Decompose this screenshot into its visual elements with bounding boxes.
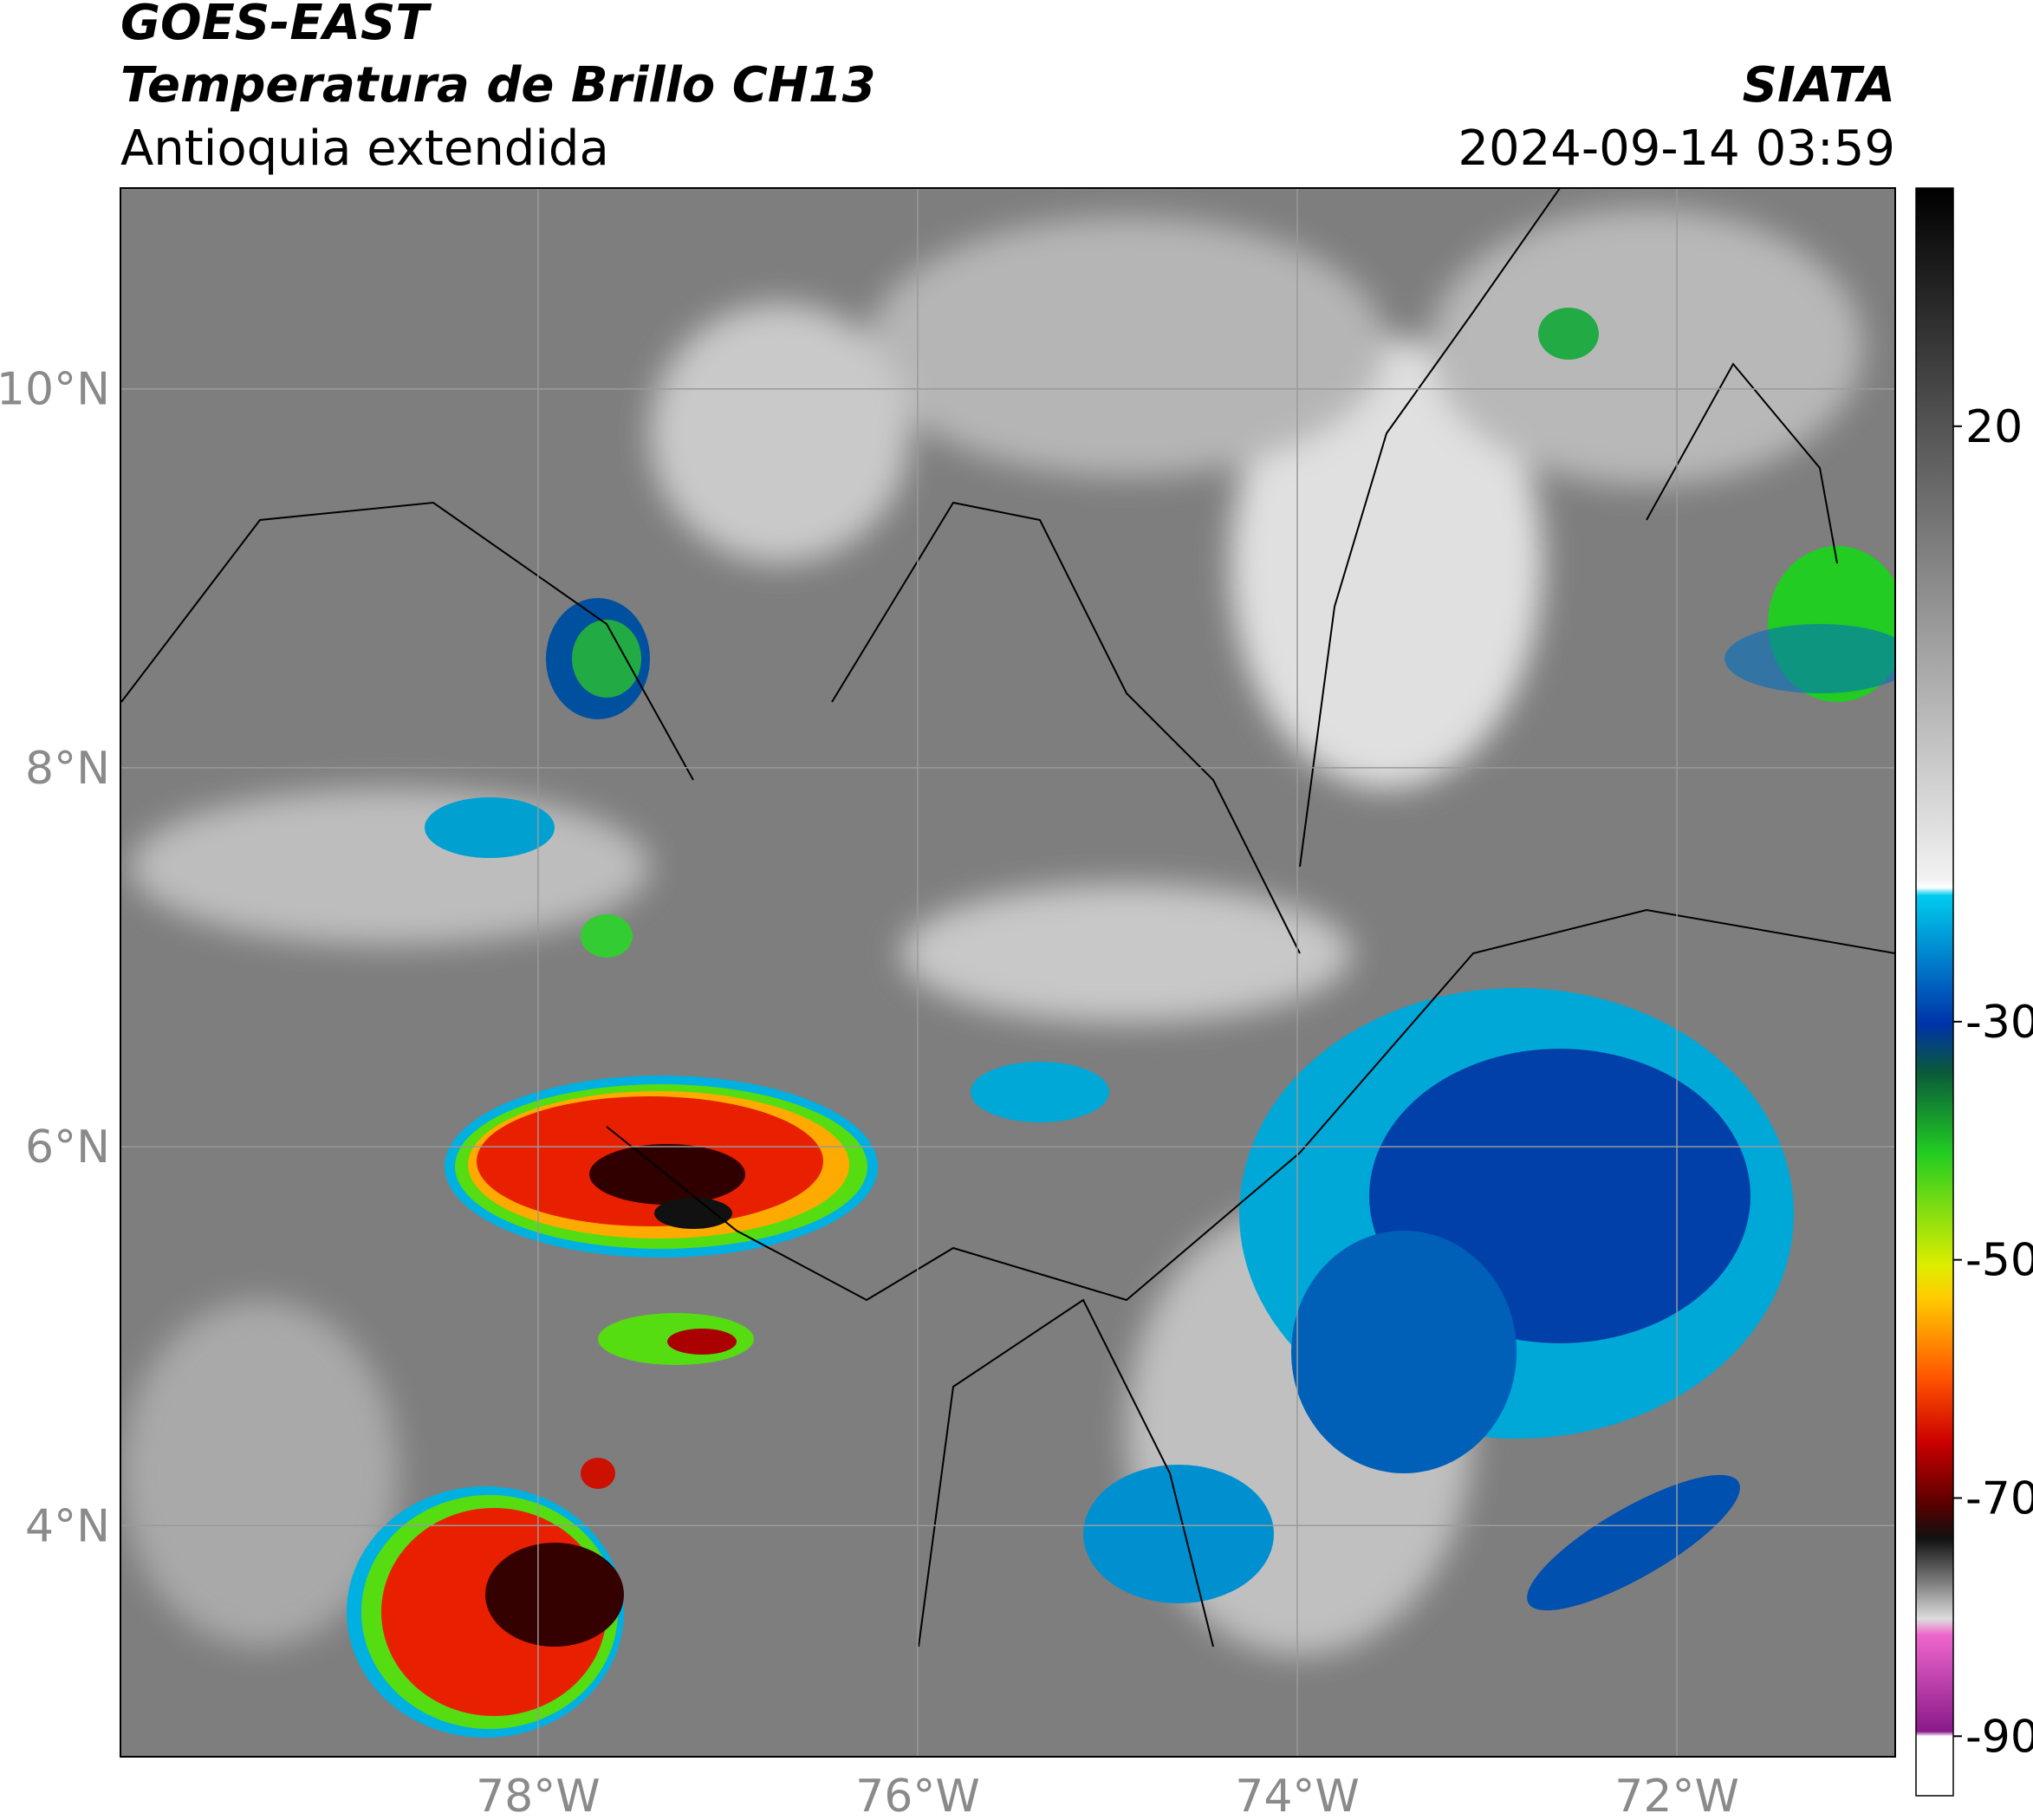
gridlines	[120, 188, 1895, 1757]
colorbar	[1915, 187, 1954, 1797]
subtitle: Temperatura de Brillo CH13	[120, 57, 876, 114]
map-frame	[120, 187, 1896, 1758]
colorbar-tick-label: 20	[1965, 401, 2023, 453]
title: GOES-EAST	[120, 0, 432, 51]
y-tick-label: 4°N	[25, 1500, 110, 1552]
colorbar-tick-label: -70	[1965, 1472, 2033, 1524]
source: SIATA	[1743, 57, 1895, 114]
colorbar-tick-label: -30	[1965, 997, 2033, 1049]
cloud-texture	[121, 208, 1863, 1655]
colorbar-tick-label: -50	[1965, 1235, 2033, 1287]
satellite-image	[120, 188, 1895, 1757]
y-tick-label: 10°N	[0, 364, 110, 416]
borders	[120, 188, 1895, 1648]
region: Antioquia extendida	[120, 120, 609, 177]
x-tick-label: 74°W	[1235, 1771, 1360, 1820]
x-tick-label: 72°W	[1614, 1771, 1739, 1820]
x-tick-label: 76°W	[855, 1771, 980, 1820]
y-tick-label: 6°N	[25, 1121, 110, 1173]
datetime: 2024-09-14 03:59	[1458, 120, 1895, 177]
colorbar-tick-label: -90	[1965, 1711, 2033, 1763]
y-tick-label: 8°N	[25, 743, 110, 795]
x-tick-label: 78°W	[476, 1771, 601, 1820]
cold-cloud-tops	[425, 308, 1895, 1611]
convective-storms	[347, 1076, 878, 1738]
